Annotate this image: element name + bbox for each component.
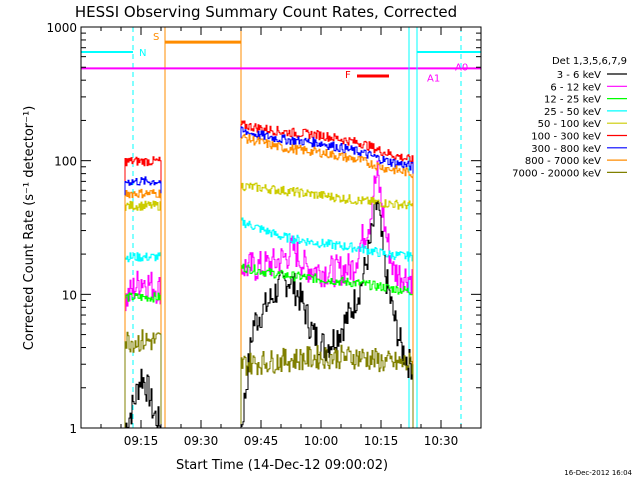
x-tick-label-0: 09:15 [124, 434, 159, 448]
series-3 [124, 217, 414, 428]
series-1-trace-0 [124, 270, 162, 428]
series-7-trace-0 [124, 188, 162, 428]
legend-label-1: 6 - 12 keV [550, 82, 601, 93]
series-layer [124, 120, 414, 429]
legend-label-6: 300 - 800 keV [531, 144, 601, 155]
annotation-n-label: N [139, 48, 146, 59]
series-0-trace-1 [240, 199, 414, 428]
series-6-trace-0 [124, 176, 162, 428]
x-tick-label-4: 10:15 [364, 434, 399, 448]
axes: 09:15 09:30 09:45 10:00 10:15 10:30 1 10 100 1000 [46, 21, 482, 448]
x-tick-label-5: 10:30 [424, 434, 459, 448]
chart-title: HESSI Observing Summary Count Rates, Cor… [75, 3, 457, 21]
footer-date: 16-Dec-2012 16:04 [564, 469, 632, 477]
series-0-trace-0 [125, 368, 161, 429]
annotation-a1-label: A1 [427, 73, 440, 84]
annotation-a0-label: A0 [455, 62, 468, 73]
series-7 [124, 133, 414, 428]
x-tick-label-3: 10:00 [304, 434, 339, 448]
series-8-trace-0 [124, 329, 162, 428]
series-6-trace-1 [240, 126, 414, 428]
x-tick-label-1: 09:30 [184, 434, 219, 448]
x-axis-label: Start Time (14-Dec-12 09:00:02) [176, 458, 388, 473]
annotation-f-label: F [345, 70, 351, 81]
series-0 [125, 199, 414, 429]
legend-label-8: 7000 - 20000 keV [512, 168, 601, 179]
series-8 [124, 329, 414, 428]
series-4-trace-1 [240, 182, 414, 428]
legend-label-4: 50 - 100 keV [538, 119, 602, 130]
series-6 [124, 126, 414, 428]
series-2 [124, 263, 414, 428]
series-4 [124, 182, 414, 428]
legend-label-0: 3 - 6 keV [557, 70, 601, 81]
y-tick-label-3: 1000 [46, 21, 77, 35]
y-axis-label: Corrected Count Rate (s⁻¹ detector⁻¹) [22, 106, 37, 351]
annotation-s-label: S [153, 32, 159, 43]
series-4-trace-0 [124, 200, 162, 428]
x-tick-label-2: 09:45 [244, 434, 279, 448]
series-7-trace-1 [240, 133, 414, 428]
series-2-trace-1 [240, 263, 414, 428]
legend-label-3: 25 - 50 keV [544, 107, 601, 118]
y-tick-label-0: 1 [69, 422, 77, 436]
legend-label-5: 100 - 300 keV [531, 132, 601, 143]
series-3-trace-0 [124, 252, 162, 428]
legend-label-7: 800 - 7000 keV [525, 156, 601, 167]
y-tick-label-2: 100 [54, 155, 77, 169]
series-5 [124, 120, 414, 428]
series-8-trace-1 [240, 344, 414, 428]
series-2-trace-0 [124, 292, 162, 428]
legend-title: Det 1,3,5,6,7,9 [552, 56, 627, 67]
series-3-trace-1 [240, 217, 414, 428]
series-5-trace-1 [240, 120, 414, 428]
series-5-trace-0 [124, 156, 162, 428]
y-tick-label-1: 10 [62, 288, 77, 302]
legend-label-2: 12 - 25 keV [544, 95, 601, 106]
